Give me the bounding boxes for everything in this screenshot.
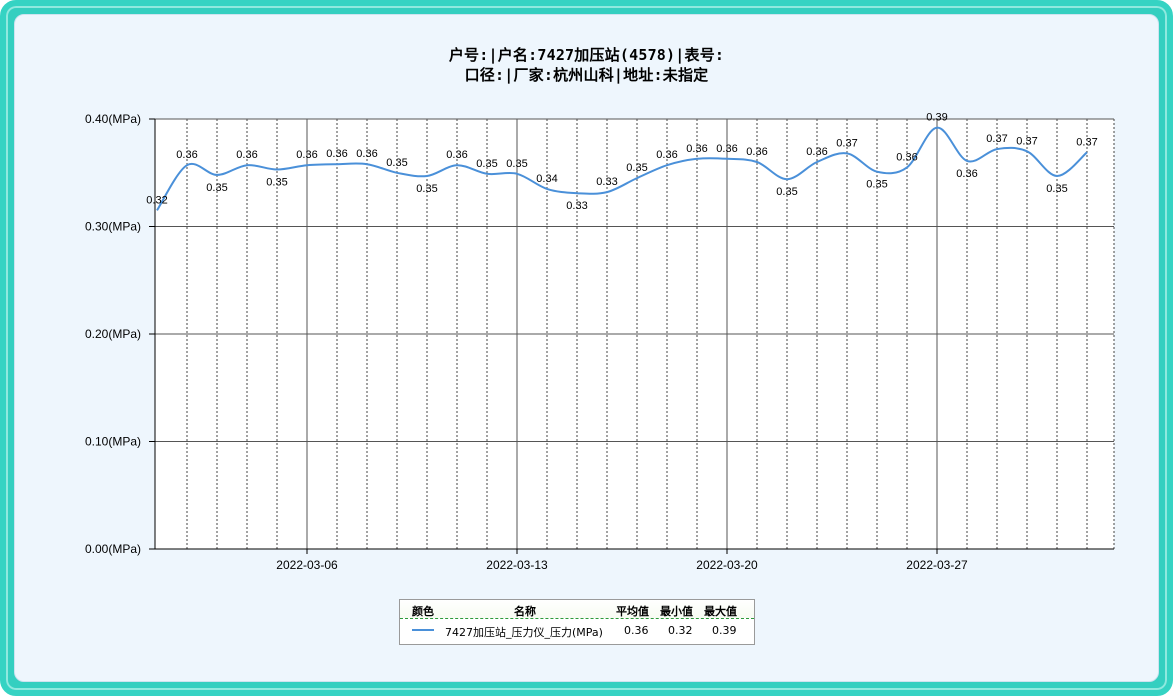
data-label: 0.39 [926,112,947,124]
data-label: 0.36 [956,168,977,180]
legend-avg-value: 0.36 [624,624,649,637]
y-tick-label: 0.10(MPa) [85,435,141,449]
legend-min-value: 0.32 [668,624,693,637]
data-label: 0.36 [296,149,317,161]
data-label: 0.33 [596,176,617,188]
data-label: 0.35 [866,179,887,191]
legend-max-value: 0.39 [712,624,737,637]
data-label: 0.36 [686,143,707,155]
data-label: 0.33 [566,200,587,212]
legend-header-max: 最大值 [704,605,737,618]
data-label: 0.35 [1046,183,1067,195]
data-label: 0.36 [656,149,677,161]
y-tick-label: 0.20(MPa) [85,327,141,341]
data-label: 0.35 [416,183,437,195]
legend-line-swatch [412,629,434,631]
data-label: 0.35 [626,162,647,174]
data-label: 0.36 [176,149,197,161]
data-label: 0.36 [326,148,347,160]
data-label: 0.35 [776,186,797,198]
data-label: 0.35 [266,177,287,189]
x-tick-label: 2022-03-27 [906,558,968,572]
data-label: 0.34 [536,173,557,185]
legend-header-avg: 平均值 [616,605,649,618]
data-label: 0.35 [206,182,227,194]
legend-series-name: 7427加压站_压力仪_压力(MPa) [445,626,603,639]
data-label: 0.36 [716,143,737,155]
data-label: 0.36 [896,151,917,163]
line-chart: 0.00(MPa) 0.10(MPa) 0.20(MPa) 0.30(MPa) 0.40… [85,112,1115,572]
x-tick-label: 2022-03-13 [486,558,548,572]
legend-header-color: 颜色 [412,605,434,618]
data-label: 0.36 [446,149,467,161]
y-tick-label: 0.40(MPa) [85,112,141,126]
data-label: 0.35 [506,158,527,170]
y-tick-label: 0.30(MPa) [85,220,141,234]
y-tick-label: 0.00(MPa) [85,542,141,556]
x-tick-label: 2022-03-06 [276,558,338,572]
data-label: 0.36 [806,146,827,158]
legend-row: 7427加压站_压力仪_压力(MPa) 0.36 0.32 0.39 [400,619,754,643]
chart-title-line1: 户号:|户名:7427加压站(4578)|表号: [448,46,725,64]
data-label: 0.32 [146,194,167,206]
legend-header-name: 名称 [514,605,536,618]
data-label: 0.35 [476,158,497,170]
data-label: 0.36 [746,146,767,158]
data-label: 0.36 [356,148,377,160]
series-line [156,126,1088,211]
data-label: 0.36 [236,149,257,161]
data-label: 0.35 [386,157,407,169]
data-label: 0.37 [986,133,1007,145]
legend-header-min: 最小值 [660,605,693,618]
chart-title-line2: 口径:|厂家:杭州山科|地址:未指定 [464,66,709,84]
data-label: 0.37 [836,137,857,149]
x-tick-label: 2022-03-20 [696,558,758,572]
chart-legend: 颜色 名称 平均值 最小值 最大值 7427加压站_压力仪_压力(MPa) 0.… [399,599,755,645]
data-label: 0.37 [1016,135,1037,147]
data-label: 0.37 [1076,136,1097,148]
legend-header: 颜色 名称 平均值 最小值 最大值 [400,600,754,619]
